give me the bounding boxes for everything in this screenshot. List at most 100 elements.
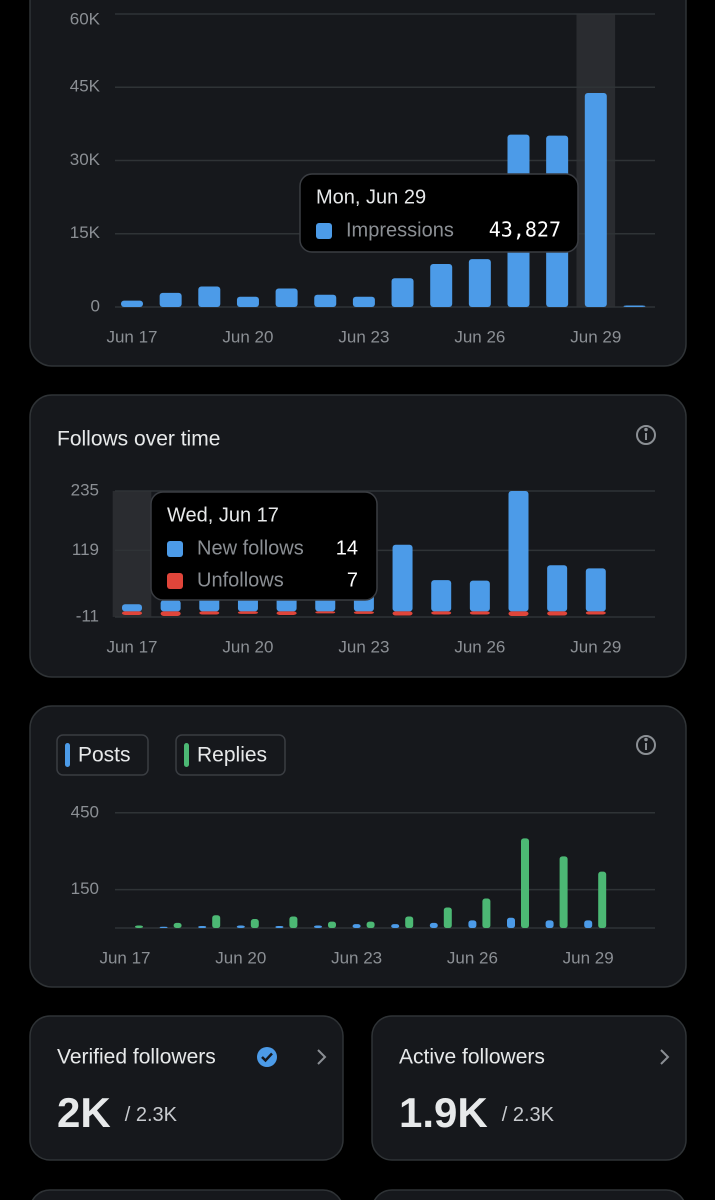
tooltip-value: 7	[347, 569, 358, 591]
legend-chip[interactable]	[175, 734, 286, 776]
tooltip-swatch	[167, 573, 183, 589]
bar	[391, 924, 400, 928]
y-tick-label: 15K	[70, 223, 101, 242]
card-total: / 2.3K	[502, 1104, 555, 1126]
active-card[interactable]	[371, 1015, 687, 1161]
x-tick-label: Jun 23	[338, 637, 389, 656]
follows-title: Follows over time	[57, 428, 220, 451]
bar	[559, 856, 568, 928]
bar	[121, 300, 143, 307]
bar	[160, 600, 181, 612]
partial-card	[31, 1189, 342, 1200]
bar	[392, 611, 413, 616]
bar	[135, 925, 143, 928]
bar	[468, 259, 491, 307]
bar	[199, 611, 220, 615]
x-tick-label: Jun 29	[570, 327, 621, 346]
bar	[275, 925, 284, 928]
tooltip	[299, 173, 579, 253]
bar	[584, 920, 593, 928]
bar	[366, 921, 375, 928]
x-tick-label: Jun 20	[222, 327, 273, 346]
bar	[547, 565, 568, 612]
tooltip-title: Mon, Jun 29	[316, 186, 426, 208]
bar	[508, 491, 529, 612]
bar	[328, 921, 336, 928]
tooltip-swatch	[316, 223, 332, 239]
bar	[314, 294, 337, 307]
bar	[315, 611, 336, 614]
chevron	[660, 1049, 670, 1065]
bar	[545, 920, 554, 928]
info-icon[interactable]	[636, 425, 656, 445]
bar	[431, 611, 452, 615]
y-tick-label: 119	[72, 540, 99, 559]
tooltip-value: 43,827	[489, 218, 561, 242]
x-tick-label: Jun 17	[106, 327, 157, 346]
bar	[353, 611, 374, 614]
bar	[352, 924, 361, 928]
bar	[212, 915, 221, 928]
bar	[159, 292, 182, 307]
tooltip-label: Unfollows	[197, 569, 284, 591]
bar	[584, 92, 607, 307]
card-stat: 2K / 2.3K	[57, 1089, 178, 1136]
bar	[405, 916, 414, 928]
y-tick-label: 0	[91, 296, 100, 315]
bar	[289, 916, 298, 928]
bar	[469, 611, 490, 615]
y-tick-label: 450	[71, 802, 99, 821]
bar	[160, 611, 181, 616]
bar	[352, 296, 375, 307]
bar	[508, 611, 529, 616]
bar	[598, 871, 607, 928]
bar	[236, 925, 245, 928]
x-tick-label: Jun 23	[331, 948, 382, 967]
x-tick-label: Jun 26	[454, 637, 505, 656]
bar	[237, 598, 258, 612]
tooltip	[150, 491, 378, 601]
bar	[198, 286, 221, 307]
bar	[443, 907, 452, 928]
bar	[507, 917, 515, 928]
x-tick-label: Jun 20	[215, 948, 266, 967]
x-tick-label: Jun 17	[99, 948, 150, 967]
legend-chip[interactable]	[56, 734, 149, 776]
card-title: Verified followers	[57, 1046, 216, 1069]
info-icon[interactable]	[636, 735, 656, 755]
bar	[430, 264, 453, 307]
bar	[250, 919, 259, 928]
card-title: Active followers	[399, 1046, 545, 1069]
bar	[314, 925, 322, 928]
x-tick-label: Jun 29	[563, 948, 614, 967]
x-tick-label: Jun 29	[570, 637, 621, 656]
bar	[276, 611, 297, 615]
bar	[392, 544, 413, 612]
tooltip-title: Wed, Jun 17	[167, 504, 279, 526]
bar	[521, 838, 529, 928]
bar	[429, 922, 438, 928]
bar	[623, 305, 646, 307]
x-tick-label: Jun 17	[106, 637, 157, 656]
legend-swatch	[184, 743, 189, 767]
y-tick-label: 45K	[70, 77, 101, 96]
legend-label: Replies	[197, 744, 267, 767]
partial-card	[373, 1189, 685, 1200]
bar	[482, 898, 491, 928]
bar	[198, 925, 207, 928]
verified-card[interactable]	[29, 1015, 344, 1161]
tooltip-swatch	[167, 541, 183, 557]
tooltip-label: Impressions	[346, 219, 454, 241]
bar	[585, 568, 606, 612]
legend-label: Posts	[78, 744, 131, 767]
bar	[469, 580, 490, 612]
bar	[236, 296, 259, 307]
y-tick-label: 235	[71, 480, 99, 499]
bar	[122, 604, 142, 612]
tooltip-label: New follows	[197, 537, 304, 559]
bar	[585, 611, 606, 615]
y-tick-label: 60K	[70, 9, 101, 28]
legend-swatch	[65, 743, 70, 767]
x-tick-label: Jun 26	[447, 948, 498, 967]
